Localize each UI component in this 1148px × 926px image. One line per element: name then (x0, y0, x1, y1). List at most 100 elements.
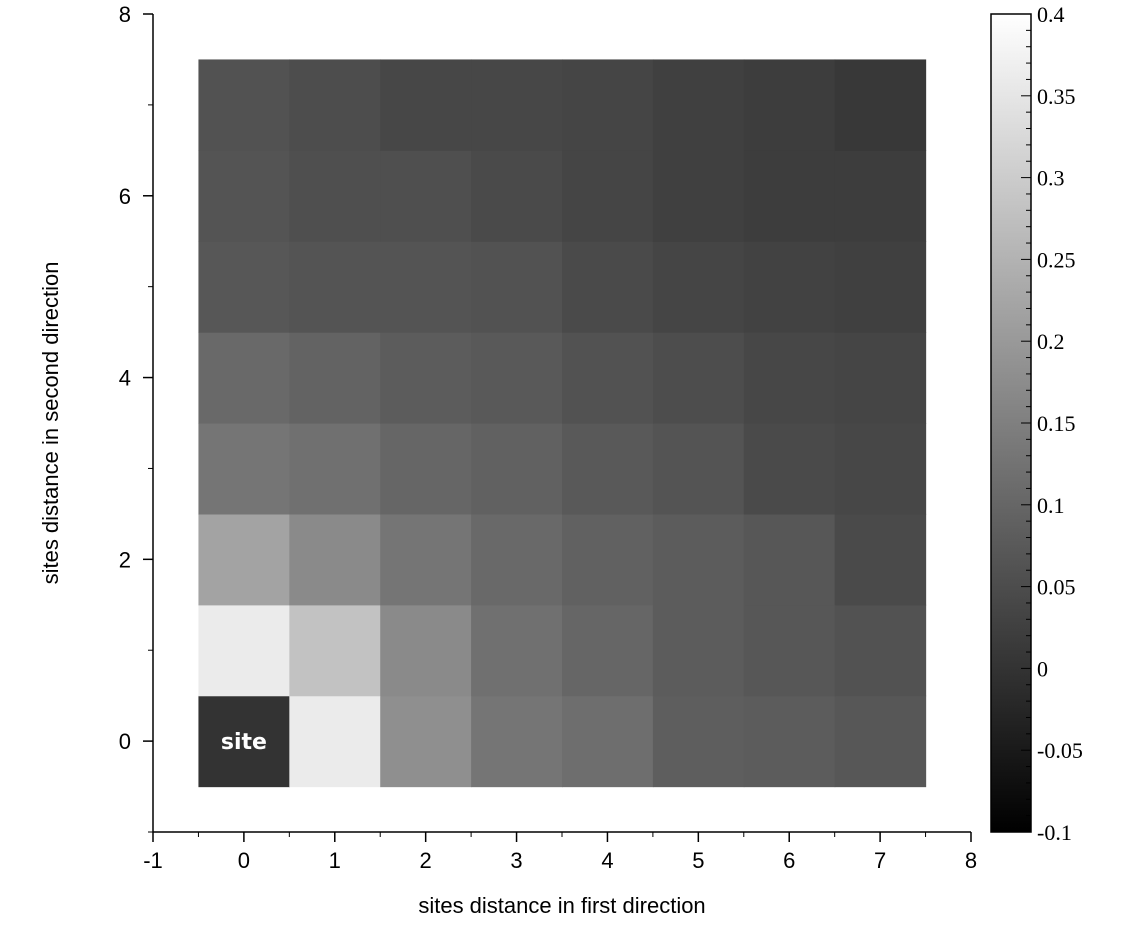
x-tick-label: 4 (601, 848, 613, 873)
heatmap-cell (743, 241, 836, 333)
heatmap-cell (380, 59, 472, 151)
heatmap-cell (198, 513, 290, 606)
heatmap-cell (743, 695, 836, 788)
heatmap-cell (834, 513, 927, 606)
heatmap-cell (834, 150, 927, 242)
heatmap-cell (652, 332, 745, 424)
heatmap-annotations: site (221, 730, 267, 755)
heatmap-cell (198, 332, 290, 424)
colorbar-ticks: -0.1 -0.05 0 0.05 0.1 0.15 0.2 0.25 0.3 0.35 0.4 (1021, 2, 1083, 845)
heatmap-cell (198, 241, 290, 333)
heatmap-cell (562, 241, 654, 333)
heatmap-cell (198, 423, 290, 515)
heatmap-cell (834, 332, 927, 424)
x-tick-label: 1 (329, 848, 341, 873)
heatmap-cell (652, 604, 745, 697)
y-tick-label: 8 (119, 2, 131, 27)
heatmap-cell (289, 332, 381, 424)
heatmap-cell (289, 513, 381, 606)
heatmap-cell (289, 423, 381, 515)
heatmap-cell (471, 695, 563, 788)
colorbar-tick-label: -0.05 (1037, 738, 1083, 763)
y-tick-label: 2 (119, 547, 131, 572)
colorbar-tick-label: 0.4 (1037, 2, 1065, 27)
heatmap-cells (198, 59, 927, 788)
y-tick-label: 4 (119, 366, 131, 391)
heatmap-cell (198, 695, 290, 788)
heatmap-cell (471, 604, 563, 697)
heatmap-cell (562, 150, 654, 242)
heatmap-cell (198, 59, 290, 151)
cell-annotation: site (221, 730, 267, 755)
heatmap-cell (471, 150, 563, 242)
heatmap-cell (289, 604, 381, 697)
colorbar-tick-label: -0.1 (1037, 820, 1072, 845)
heatmap-cell (652, 241, 745, 333)
heatmap-cell (198, 150, 290, 242)
colorbar-tick-label: 0.2 (1037, 329, 1065, 354)
colorbar: -0.1 -0.05 0 0.05 0.1 0.15 0.2 0.25 0.3 0.35 0.4 (990, 2, 1083, 845)
heatmap-cell (198, 604, 290, 697)
y-ticks: 0 2 4 6 8 (119, 2, 153, 833)
heatmap-cell (743, 513, 836, 606)
heatmap-cell (380, 150, 472, 242)
colorbar-tick-label: 0.3 (1037, 166, 1065, 191)
heatmap-cell (562, 695, 654, 788)
x-tick-label: 7 (874, 848, 886, 873)
heatmap-cell (562, 513, 654, 606)
heatmap-cell (743, 332, 836, 424)
heatmap-cell (562, 604, 654, 697)
heatmap-cell (834, 241, 927, 333)
heatmap-cell (652, 695, 745, 788)
heatmap-cell (380, 241, 472, 333)
colorbar-tick-label: 0.35 (1037, 84, 1076, 109)
x-tick-label: 3 (510, 848, 522, 873)
x-tick-label: -1 (143, 848, 163, 873)
colorbar-tick-label: 0.1 (1037, 493, 1065, 518)
x-tick-label: 5 (692, 848, 704, 873)
heatmap-cell (289, 59, 381, 151)
heatmap-cell (743, 604, 836, 697)
x-axis-title: sites distance in first direction (418, 893, 705, 918)
x-tick-label: 6 (783, 848, 795, 873)
x-tick-label: 2 (420, 848, 432, 873)
heatmap-cell (471, 59, 563, 151)
x-ticks: -1 0 1 2 3 4 5 6 7 8 (143, 832, 977, 873)
heatmap-cell (562, 59, 654, 151)
heatmap-cell (289, 695, 381, 788)
heatmap-cell (834, 695, 927, 788)
heatmap-cell (743, 423, 836, 515)
x-tick-label: 8 (965, 848, 977, 873)
heatmap-cell (743, 59, 836, 151)
heatmap-cell (834, 423, 927, 515)
y-tick-label: 6 (119, 184, 131, 209)
heatmap-cell (652, 423, 745, 515)
heatmap-cell (471, 513, 563, 606)
heatmap-cell (380, 332, 472, 424)
heatmap-cell (652, 150, 745, 242)
heatmap-cell (289, 241, 381, 333)
heatmap-cell (471, 332, 563, 424)
heatmap-cell (289, 150, 381, 242)
heatmap-cell (743, 150, 836, 242)
colorbar-tick-label: 0.05 (1037, 575, 1076, 600)
y-axis-title: sites distance in second direction (38, 262, 63, 585)
heatmap-cell (380, 604, 472, 697)
heatmap-cell (380, 513, 472, 606)
heatmap-cell (562, 423, 654, 515)
heatmap-cell (834, 604, 927, 697)
heatmap-cell (380, 695, 472, 788)
heatmap-cell (652, 513, 745, 606)
colorbar-tick-label: 0 (1037, 656, 1048, 681)
heatmap-cell (652, 59, 745, 151)
y-tick-label: 0 (119, 729, 131, 754)
colorbar-tick-label: 0.15 (1037, 411, 1076, 436)
heatmap-cell (834, 59, 927, 151)
heatmap-cell (471, 241, 563, 333)
heatmap-cell (562, 332, 654, 424)
x-tick-label: 0 (238, 848, 250, 873)
heatmap-cell (471, 423, 563, 515)
heatmap-cell (380, 423, 472, 515)
colorbar-tick-label: 0.25 (1037, 247, 1076, 272)
